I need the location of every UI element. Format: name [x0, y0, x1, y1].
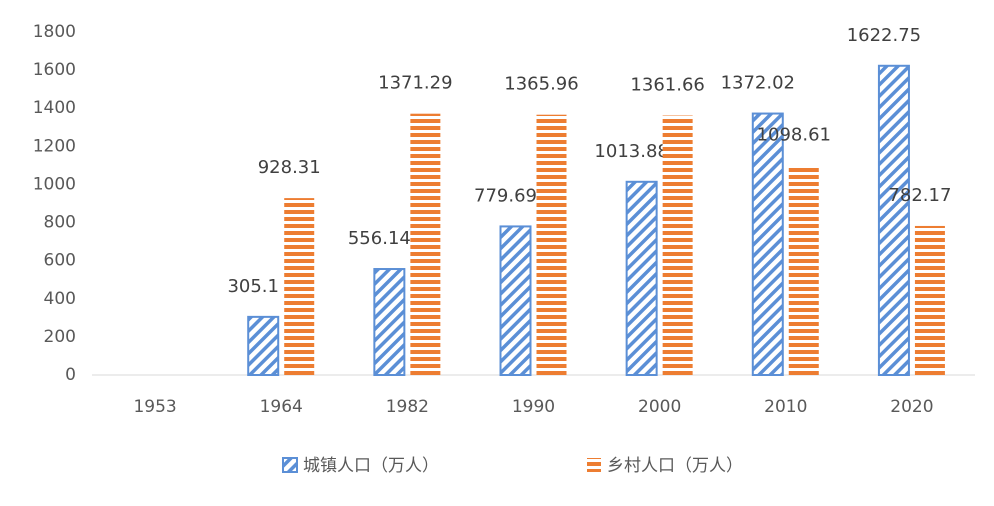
data-label: 779.69 — [474, 185, 537, 206]
x-tick-label: 1982 — [386, 397, 429, 417]
y-tick-label: 200 — [44, 327, 76, 347]
bar — [536, 114, 567, 375]
bar — [625, 180, 658, 376]
y-tick-label: 0 — [65, 365, 76, 385]
bar — [662, 115, 693, 375]
data-label: 782.17 — [888, 185, 951, 206]
data-label: 1365.96 — [504, 74, 578, 95]
y-tick-label: 400 — [44, 289, 76, 309]
bar — [410, 113, 441, 376]
x-tick-label: 2010 — [764, 397, 807, 417]
bar — [877, 64, 910, 376]
y-tick-label: 1800 — [33, 22, 76, 42]
x-tick-label: 1990 — [512, 397, 555, 417]
y-tick-label: 1600 — [33, 60, 76, 80]
legend-swatch — [587, 458, 601, 472]
x-tick-label: 2000 — [638, 397, 681, 417]
x-tick-label: 1953 — [133, 397, 176, 417]
y-tick-label: 1000 — [33, 174, 76, 194]
bar — [914, 225, 945, 375]
data-label: 1622.75 — [847, 25, 921, 46]
bar — [499, 225, 532, 376]
data-label: 1361.66 — [630, 75, 704, 96]
y-tick-label: 1200 — [33, 136, 76, 156]
y-tick-label: 600 — [44, 251, 76, 271]
y-tick-label: 800 — [44, 213, 76, 233]
legend-swatch — [282, 457, 298, 473]
bar — [247, 315, 280, 377]
y-tick-label: 1400 — [33, 98, 76, 118]
data-label: 1372.02 — [721, 73, 795, 94]
data-label: 928.31 — [258, 157, 321, 178]
data-label: 1098.61 — [757, 125, 831, 146]
data-label: 1013.88 — [594, 141, 668, 162]
legend-label: 城镇人口（万人） — [303, 456, 439, 476]
data-label: 1371.29 — [378, 73, 452, 94]
bar — [788, 165, 819, 375]
x-tick-label: 1964 — [260, 397, 303, 417]
legend-label: 乡村人口（万人） — [607, 456, 743, 476]
x-tick-label: 2020 — [890, 397, 933, 417]
bar — [751, 112, 784, 377]
data-label: 305.1 — [227, 276, 279, 297]
data-label: 556.14 — [348, 228, 411, 249]
bar — [373, 268, 406, 377]
bar — [284, 198, 315, 375]
